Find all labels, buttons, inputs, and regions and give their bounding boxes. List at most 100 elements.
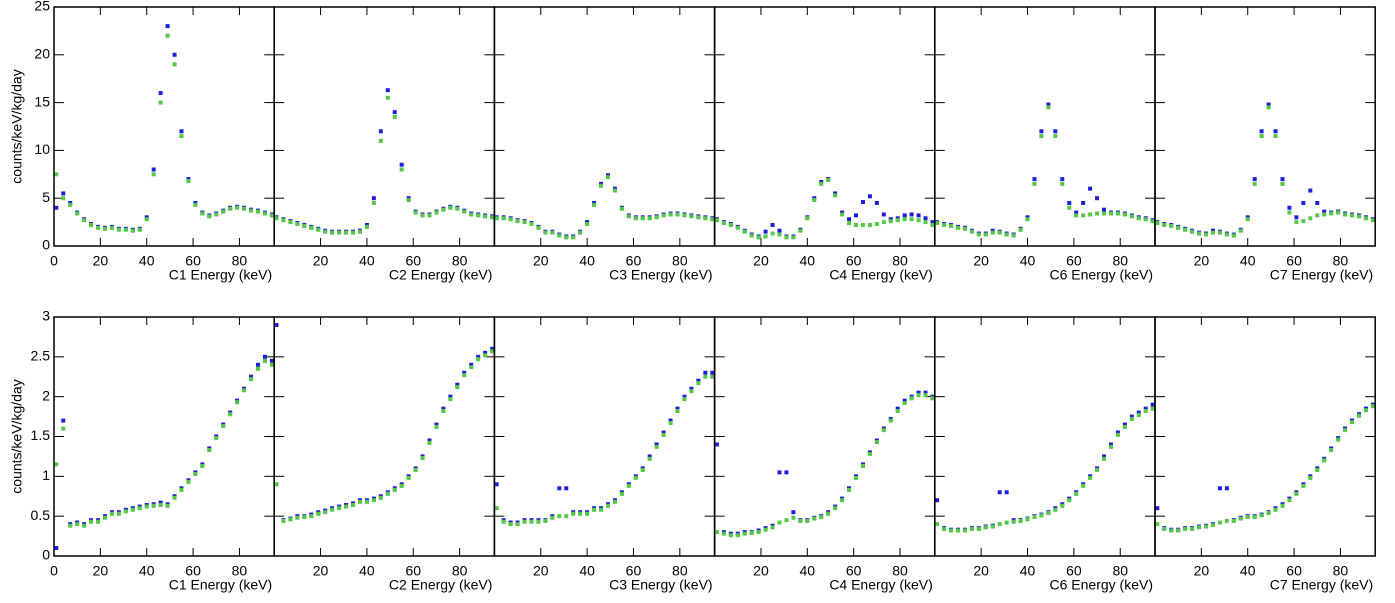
data-point [689, 214, 694, 219]
data-point [1217, 230, 1222, 235]
data-point [1280, 503, 1285, 508]
data-point [1322, 209, 1327, 214]
data-point [309, 514, 314, 519]
data-point [1088, 186, 1093, 191]
data-point [682, 394, 687, 399]
x-tick-label: 0 [50, 253, 58, 269]
data-point [490, 215, 495, 220]
data-point [860, 463, 865, 468]
data-point [1308, 188, 1313, 193]
data-point [54, 172, 59, 177]
data-point [592, 202, 597, 207]
data-point [1129, 214, 1134, 219]
y-tick-label: 2 [42, 387, 50, 403]
x-tick-label: 20 [313, 563, 329, 579]
data-point [337, 506, 342, 511]
data-point [455, 385, 460, 390]
x-tick-label: 80 [232, 253, 248, 269]
data-point [557, 233, 562, 238]
x-axis-label: C7 Energy (keV) [1270, 577, 1373, 593]
data-point [165, 24, 170, 29]
data-point [612, 188, 617, 193]
data-point [853, 222, 858, 227]
data-point [508, 522, 513, 527]
data-point [364, 499, 369, 504]
data-point [853, 475, 858, 480]
data-point [557, 486, 562, 491]
data-point [413, 210, 418, 215]
data-point [976, 232, 981, 237]
data-point [962, 528, 967, 533]
data-point [392, 110, 397, 115]
data-point [288, 220, 293, 225]
data-point [923, 393, 928, 398]
data-point [770, 525, 775, 530]
data-point [895, 409, 900, 414]
data-point [371, 200, 376, 205]
data-point [983, 232, 988, 237]
data-point [123, 509, 128, 514]
data-point [262, 358, 267, 363]
data-point [930, 396, 935, 401]
data-point [54, 546, 59, 551]
data-point [696, 381, 701, 386]
data-point [935, 498, 940, 503]
x-tick-label: 20 [753, 563, 769, 579]
data-point [469, 212, 474, 217]
data-point [1224, 486, 1229, 491]
data-point [1032, 177, 1037, 182]
data-point [462, 370, 467, 375]
data-point [1004, 232, 1009, 237]
data-point [1067, 200, 1072, 205]
data-point [557, 514, 562, 519]
data-point [1190, 526, 1195, 531]
data-point [791, 515, 796, 520]
data-point [469, 362, 474, 367]
data-point [840, 498, 845, 503]
data-point [1176, 225, 1181, 230]
data-point [1329, 211, 1334, 216]
data-point [990, 230, 995, 235]
data-point [1081, 200, 1086, 205]
data-point [1155, 221, 1160, 226]
x-tick-label: 20 [533, 253, 549, 269]
data-point [923, 220, 928, 225]
data-point [721, 531, 726, 536]
data-point [357, 229, 362, 234]
data-point [249, 374, 254, 379]
data-point [728, 533, 733, 538]
data-point [1039, 129, 1044, 134]
y-tick-label: 10 [34, 141, 50, 157]
plot-frame [934, 6, 1156, 247]
data-point [661, 430, 666, 435]
data-point [1122, 424, 1127, 429]
data-point [833, 506, 838, 511]
data-point [571, 235, 576, 240]
data-point [675, 212, 680, 217]
data-point [682, 213, 687, 218]
data-point [151, 167, 156, 172]
x-tick-label: 40 [1020, 563, 1036, 579]
data-point [269, 358, 274, 363]
data-point [902, 401, 907, 406]
data-point [969, 526, 974, 531]
data-point [483, 350, 488, 355]
data-point [68, 202, 73, 207]
data-point [515, 522, 520, 527]
x-tick-label: 80 [452, 563, 468, 579]
data-point [1370, 404, 1375, 409]
data-point [1108, 211, 1113, 216]
data-point [1169, 223, 1174, 228]
data-point [200, 211, 205, 216]
data-point [1046, 510, 1051, 515]
data-point [654, 215, 659, 220]
data-point [997, 490, 1002, 495]
data-point [1197, 231, 1202, 236]
data-point [1004, 490, 1009, 495]
data-point [455, 206, 460, 211]
data-point [777, 228, 782, 233]
data-point [214, 436, 219, 441]
x-tick-label: 60 [1286, 253, 1302, 269]
data-point [930, 220, 935, 225]
data-point [633, 216, 638, 221]
